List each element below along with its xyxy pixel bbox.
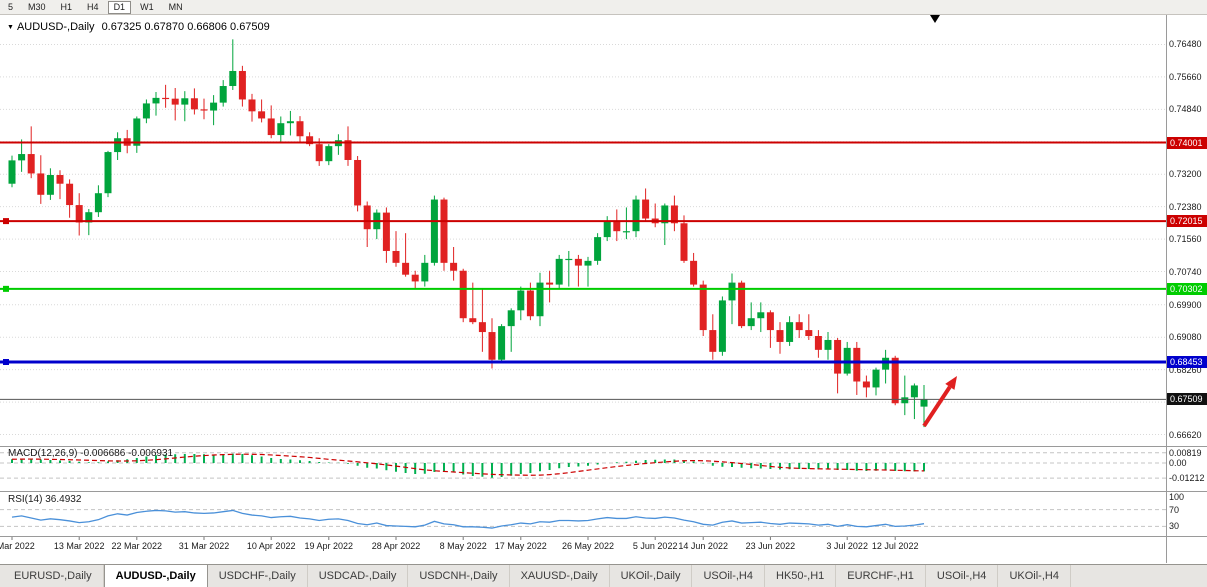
date-axis-label: 17 May 2022 xyxy=(494,541,547,551)
chart-tab-usdchf-daily[interactable]: USDCHF-,Daily xyxy=(208,565,308,587)
rsi-value: 36.4932 xyxy=(45,494,82,505)
chart-tab-hk50-h1[interactable]: HK50-,H1 xyxy=(765,565,837,587)
macd-axis-label: -0.01212 xyxy=(1169,473,1205,484)
chart-menu-arrow-icon: ▼ xyxy=(7,24,14,31)
price-line-badge: 0.68453 xyxy=(1167,355,1207,368)
timeframe-button-h4[interactable]: H4 xyxy=(87,2,99,12)
timeframe-button-5[interactable]: 5 xyxy=(8,2,14,12)
macd-values: -0.006686 -0.006931 xyxy=(80,448,174,459)
chart-tab-usdcnh-daily[interactable]: USDCNH-,Daily xyxy=(408,565,510,587)
chart-tab-ukoil-daily[interactable]: UKOil-,Daily xyxy=(610,565,693,587)
line-handle[interactable] xyxy=(3,285,9,292)
timeframe-toolbar: 5 M30 H1 H4 D1 W1 MN xyxy=(0,0,1207,15)
date-axis-label: 3 Mar 2022 xyxy=(0,541,35,551)
macd-histogram xyxy=(11,453,925,478)
date-axis-label: 26 May 2022 xyxy=(561,541,615,551)
arrow-annotation-head[interactable] xyxy=(945,376,957,390)
macd-signal-line xyxy=(11,453,925,476)
chart-tab-eurchf-h1[interactable]: EURCHF-,H1 xyxy=(836,565,926,587)
price-axis-label: 0.69900 xyxy=(1169,299,1202,310)
date-axis-label: 13 Mar 2022 xyxy=(53,541,105,551)
macd-axis-label: 0.00 xyxy=(1169,458,1187,468)
date-axis-label: 5 Jun 2022 xyxy=(632,541,678,551)
date-axis-label: 12 Jul 2022 xyxy=(871,541,919,551)
macd-indicator-label: MACD(12,26,9) -0.006686 -0.006931 xyxy=(8,448,173,459)
date-axis-label: 10 Apr 2022 xyxy=(246,541,296,551)
current-price-badge: 0.67509 xyxy=(1167,393,1207,406)
timeframe-button-d1[interactable]: D1 xyxy=(107,0,132,14)
date-axis-label: 19 Apr 2022 xyxy=(304,541,354,551)
price-axis-label: 0.73200 xyxy=(1169,169,1202,180)
macd-axis-label: 0.00819 xyxy=(1169,447,1202,458)
date-axis-label: 23 Jun 2022 xyxy=(745,541,796,551)
price-axis-label: 0.69080 xyxy=(1169,332,1202,343)
date-axis-label: 22 Mar 2022 xyxy=(111,541,163,551)
price-axis-label: 0.72380 xyxy=(1169,201,1202,212)
arrow-annotation[interactable] xyxy=(922,385,952,428)
rsi-name: RSI(14) xyxy=(8,494,43,505)
chart-tab-usoil-h4[interactable]: USOil-,H4 xyxy=(692,565,765,587)
timeframe-button-h1[interactable]: H1 xyxy=(60,2,73,12)
line-handle[interactable] xyxy=(3,358,9,365)
date-axis-label: 14 Jun 2022 xyxy=(678,541,728,551)
price-axis-label: 0.68260 xyxy=(1169,364,1202,375)
price-axis-label: 0.75660 xyxy=(1169,71,1202,82)
timeframe-button-m30[interactable]: M30 xyxy=(28,2,46,12)
price-axis-label: 0.76480 xyxy=(1169,39,1202,50)
date-axis-label: 3 Jul 2022 xyxy=(826,541,868,551)
price-axis-label: 0.74840 xyxy=(1169,104,1202,115)
price-line-badge: 0.70302 xyxy=(1167,282,1207,295)
price-axis-label: 0.66620 xyxy=(1169,429,1202,440)
chart-tab-ukoil-h4[interactable]: UKOil-,H4 xyxy=(998,565,1071,587)
line-handle[interactable] xyxy=(3,218,9,225)
shift-marker-icon xyxy=(930,15,940,23)
rsi-indicator-label: RSI(14) 36.4932 xyxy=(8,494,81,505)
chart-tab-usoil-h4[interactable]: USOil-,H4 xyxy=(926,565,999,587)
timeframe-button-mn[interactable]: MN xyxy=(168,2,183,12)
price-axis-label: 0.71560 xyxy=(1169,234,1202,245)
candles-layer xyxy=(8,39,928,428)
price-line-badge: 0.72015 xyxy=(1167,215,1207,228)
chart-tab-audusd-daily[interactable]: AUDUSD-,Daily xyxy=(103,565,208,587)
timeframe-button-w1[interactable]: W1 xyxy=(140,2,154,12)
rsi-axis-label: 30 xyxy=(1169,521,1180,532)
price-line-badge: 0.74001 xyxy=(1167,136,1207,149)
chart-tab-eurusd-daily[interactable]: EURUSD-,Daily xyxy=(3,565,104,587)
macd-name: MACD(12,26,9) xyxy=(8,448,78,459)
rsi-axis-label: 100 xyxy=(1169,492,1185,502)
chart-title: ▼ AUDUSD-,Daily 0.67325 0.67870 0.66806 0.… xyxy=(7,21,270,33)
date-axis-label: 31 Mar 2022 xyxy=(178,541,230,551)
date-axis-label: 8 May 2022 xyxy=(439,541,487,551)
chart-ohlc-values: 0.67325 0.67870 0.66806 0.67509 xyxy=(101,21,270,33)
chart-tab-xauusd-daily[interactable]: XAUUSD-,Daily xyxy=(510,565,610,587)
rsi-line xyxy=(11,509,925,529)
chart-tabs-bar: EURUSD-,Daily AUDUSD-,Daily USDCHF-,Daily U… xyxy=(0,564,1207,587)
rsi-axis-label: 70 xyxy=(1169,504,1180,515)
price-axis-label: 0.70740 xyxy=(1169,266,1202,277)
chart-symbol-label: AUDUSD-,Daily xyxy=(16,21,95,33)
chart-tab-usdcad-daily[interactable]: USDCAD-,Daily xyxy=(308,565,409,587)
date-axis-label: 28 Apr 2022 xyxy=(371,541,421,551)
